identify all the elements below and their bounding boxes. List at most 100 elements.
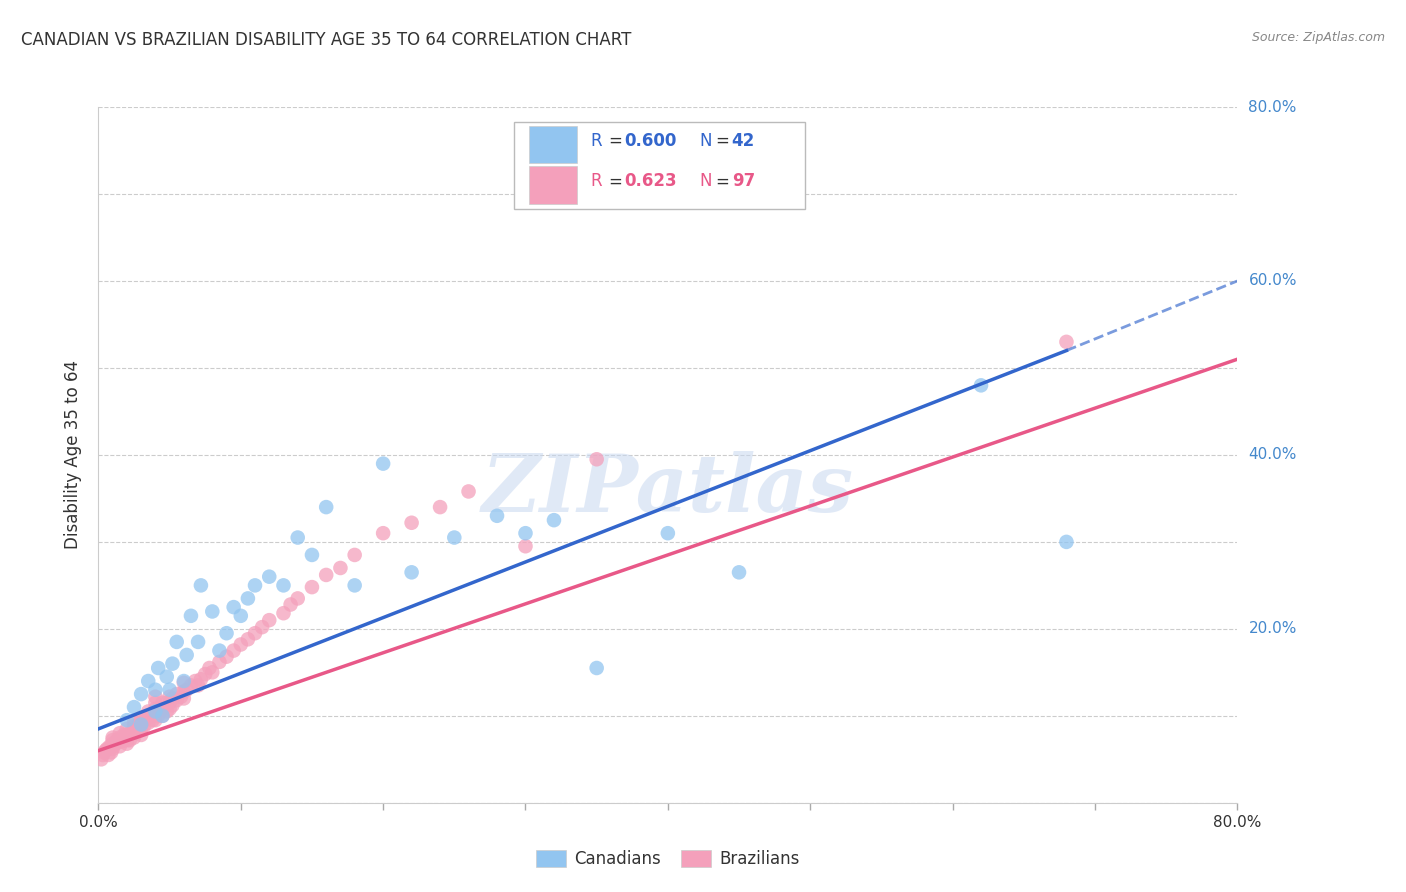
Text: Source: ZipAtlas.com: Source: ZipAtlas.com bbox=[1251, 31, 1385, 45]
Point bbox=[173, 684, 195, 698]
Text: ZIPatlas: ZIPatlas bbox=[482, 451, 853, 528]
Point bbox=[173, 691, 195, 706]
Text: 80.0%: 80.0% bbox=[1249, 100, 1296, 114]
Point bbox=[122, 719, 145, 733]
Point bbox=[122, 731, 145, 745]
Point bbox=[136, 674, 159, 689]
Point bbox=[159, 682, 181, 697]
Point bbox=[108, 735, 131, 749]
Point bbox=[515, 539, 537, 553]
Text: CANADIAN VS BRAZILIAN DISABILITY AGE 35 TO 64 CORRELATION CHART: CANADIAN VS BRAZILIAN DISABILITY AGE 35 … bbox=[21, 31, 631, 49]
Point bbox=[141, 707, 163, 722]
Point bbox=[141, 713, 163, 727]
Point bbox=[343, 578, 366, 592]
Point bbox=[156, 705, 179, 719]
Text: 0.623: 0.623 bbox=[624, 172, 678, 191]
Point bbox=[198, 661, 221, 675]
Point bbox=[101, 731, 124, 745]
Point bbox=[115, 728, 138, 742]
Point bbox=[127, 717, 149, 731]
FancyBboxPatch shape bbox=[515, 122, 804, 210]
Point bbox=[152, 696, 174, 710]
Point bbox=[145, 702, 167, 716]
Point bbox=[100, 745, 122, 759]
Point bbox=[273, 606, 295, 620]
Point bbox=[108, 726, 131, 740]
Point bbox=[148, 708, 170, 723]
Point bbox=[132, 719, 155, 733]
Point bbox=[122, 715, 145, 730]
Point bbox=[136, 705, 159, 719]
Point bbox=[1056, 334, 1078, 349]
Text: =: = bbox=[716, 172, 730, 191]
Point bbox=[94, 744, 117, 758]
Text: 97: 97 bbox=[731, 172, 755, 191]
Point bbox=[184, 674, 207, 689]
Point bbox=[243, 578, 266, 592]
Point bbox=[229, 638, 252, 652]
Point bbox=[108, 731, 131, 745]
Point bbox=[657, 526, 679, 541]
Point bbox=[97, 747, 120, 762]
Point bbox=[176, 682, 198, 697]
Text: =: = bbox=[609, 172, 623, 191]
Point bbox=[162, 657, 184, 671]
Point bbox=[401, 566, 423, 580]
Point bbox=[112, 728, 135, 742]
Point bbox=[145, 707, 167, 722]
Point bbox=[112, 733, 135, 747]
Point bbox=[315, 568, 337, 582]
Point bbox=[162, 691, 184, 706]
Point bbox=[101, 733, 124, 747]
Point bbox=[315, 500, 337, 514]
Text: 42: 42 bbox=[731, 132, 755, 150]
Point bbox=[273, 578, 295, 592]
Point bbox=[329, 561, 352, 575]
Point bbox=[190, 673, 212, 687]
Point bbox=[104, 737, 127, 751]
Point bbox=[585, 452, 607, 467]
Point bbox=[180, 608, 202, 623]
Point bbox=[101, 739, 124, 754]
Point bbox=[170, 690, 193, 704]
Point bbox=[166, 635, 188, 649]
Text: R: R bbox=[591, 132, 602, 150]
Point bbox=[145, 690, 167, 704]
Point bbox=[215, 649, 238, 664]
Point bbox=[162, 698, 184, 713]
Point bbox=[457, 484, 479, 499]
Legend: Canadians, Brazilians: Canadians, Brazilians bbox=[529, 843, 807, 874]
Text: R: R bbox=[591, 172, 602, 191]
Point bbox=[145, 705, 167, 719]
Point bbox=[129, 728, 152, 742]
Point bbox=[166, 687, 188, 701]
Point bbox=[91, 747, 114, 762]
Point bbox=[148, 661, 170, 675]
Point bbox=[1056, 534, 1078, 549]
Point bbox=[148, 702, 170, 716]
Point bbox=[287, 531, 309, 545]
Point bbox=[96, 742, 118, 756]
Point bbox=[543, 513, 565, 527]
Point bbox=[429, 500, 451, 514]
Point bbox=[194, 667, 217, 681]
Point bbox=[287, 591, 309, 606]
Point bbox=[373, 526, 395, 541]
Point bbox=[585, 661, 607, 675]
Point bbox=[236, 591, 259, 606]
Point bbox=[236, 632, 259, 647]
Point bbox=[229, 608, 252, 623]
Point bbox=[970, 378, 993, 392]
Text: =: = bbox=[609, 132, 623, 150]
Point bbox=[259, 613, 281, 627]
Text: N: N bbox=[700, 132, 713, 150]
Point bbox=[301, 580, 323, 594]
Point bbox=[515, 526, 537, 541]
Point bbox=[159, 696, 181, 710]
Point bbox=[145, 682, 167, 697]
Point bbox=[401, 516, 423, 530]
Point bbox=[118, 733, 141, 747]
Point bbox=[115, 733, 138, 747]
Point bbox=[201, 605, 224, 619]
Point bbox=[301, 548, 323, 562]
